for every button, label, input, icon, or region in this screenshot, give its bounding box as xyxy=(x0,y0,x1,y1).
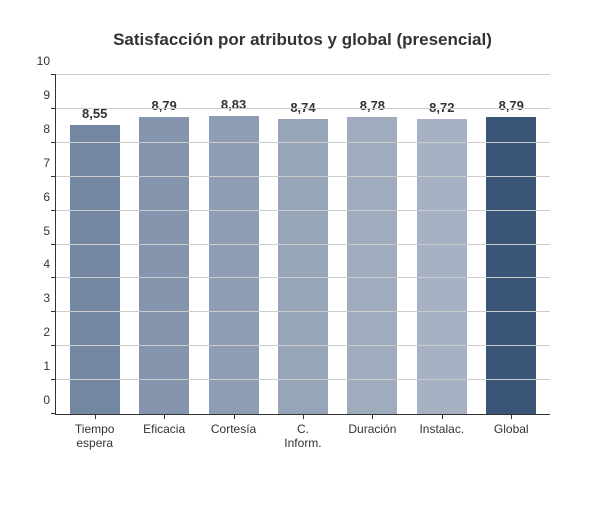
chart-title: Satisfacción por atributos y global (pre… xyxy=(55,30,550,50)
bar-value-label: 8,74 xyxy=(290,100,315,119)
ytick-label: 8 xyxy=(43,122,56,136)
bar-value-label: 8,72 xyxy=(429,100,454,119)
bar: 8,72 xyxy=(416,118,468,414)
bar: 8,78 xyxy=(346,116,398,414)
gridline xyxy=(56,108,550,109)
gridline xyxy=(56,74,550,75)
ytick-label: 1 xyxy=(43,359,56,373)
ytick-label: 4 xyxy=(43,257,56,271)
bar: 8,74 xyxy=(277,118,329,414)
satisfaction-bar-chart: Satisfacción por atributos y global (pre… xyxy=(0,0,590,516)
ytick-mark xyxy=(51,277,56,278)
bars-container: 8,55Tiempo espera8,79Eficacia8,83Cortesí… xyxy=(56,75,550,414)
ytick-label: 2 xyxy=(43,325,56,339)
gridline xyxy=(56,244,550,245)
ytick-label: 5 xyxy=(43,224,56,238)
bar: 8,55 xyxy=(69,124,121,414)
ytick-label: 3 xyxy=(43,291,56,305)
ytick-mark xyxy=(51,176,56,177)
bar-value-label: 8,55 xyxy=(82,106,107,125)
ytick-mark xyxy=(51,108,56,109)
ytick-label: 10 xyxy=(37,54,56,68)
ytick-mark xyxy=(51,142,56,143)
ytick-mark xyxy=(51,413,56,414)
xtick-label: C. Inform. xyxy=(284,414,321,451)
ytick-mark xyxy=(51,210,56,211)
xtick-label: Duración xyxy=(348,414,396,436)
xtick-label: Eficacia xyxy=(143,414,185,436)
bar-slot: 8,74C. Inform. xyxy=(268,75,337,414)
ytick-mark xyxy=(51,379,56,380)
ytick-label: 9 xyxy=(43,88,56,102)
xtick-label: Instalac. xyxy=(419,414,464,436)
bar-slot: 8,72Instalac. xyxy=(407,75,476,414)
gridline xyxy=(56,210,550,211)
gridline xyxy=(56,176,550,177)
ytick-mark xyxy=(51,74,56,75)
bar: 8,79 xyxy=(138,116,190,414)
bar-slot: 8,79Eficacia xyxy=(129,75,198,414)
ytick-label: 0 xyxy=(43,393,56,407)
plot-area: 8,55Tiempo espera8,79Eficacia8,83Cortesí… xyxy=(55,75,550,415)
bar-slot: 8,78Duración xyxy=(338,75,407,414)
xtick-label: Tiempo espera xyxy=(75,414,115,451)
ytick-label: 7 xyxy=(43,156,56,170)
gridline xyxy=(56,379,550,380)
bar-slot: 8,79Global xyxy=(477,75,546,414)
bar-slot: 8,55Tiempo espera xyxy=(60,75,129,414)
bar-slot: 8,83Cortesía xyxy=(199,75,268,414)
bar-value-label: 8,83 xyxy=(221,97,246,116)
gridline xyxy=(56,345,550,346)
gridline xyxy=(56,277,550,278)
ytick-mark xyxy=(51,311,56,312)
bar: 8,79 xyxy=(485,116,537,414)
xtick-label: Global xyxy=(494,414,529,436)
xtick-label: Cortesía xyxy=(211,414,256,436)
ytick-mark xyxy=(51,345,56,346)
ytick-label: 6 xyxy=(43,190,56,204)
gridline xyxy=(56,142,550,143)
bar: 8,83 xyxy=(208,115,260,414)
gridline xyxy=(56,311,550,312)
ytick-mark xyxy=(51,244,56,245)
